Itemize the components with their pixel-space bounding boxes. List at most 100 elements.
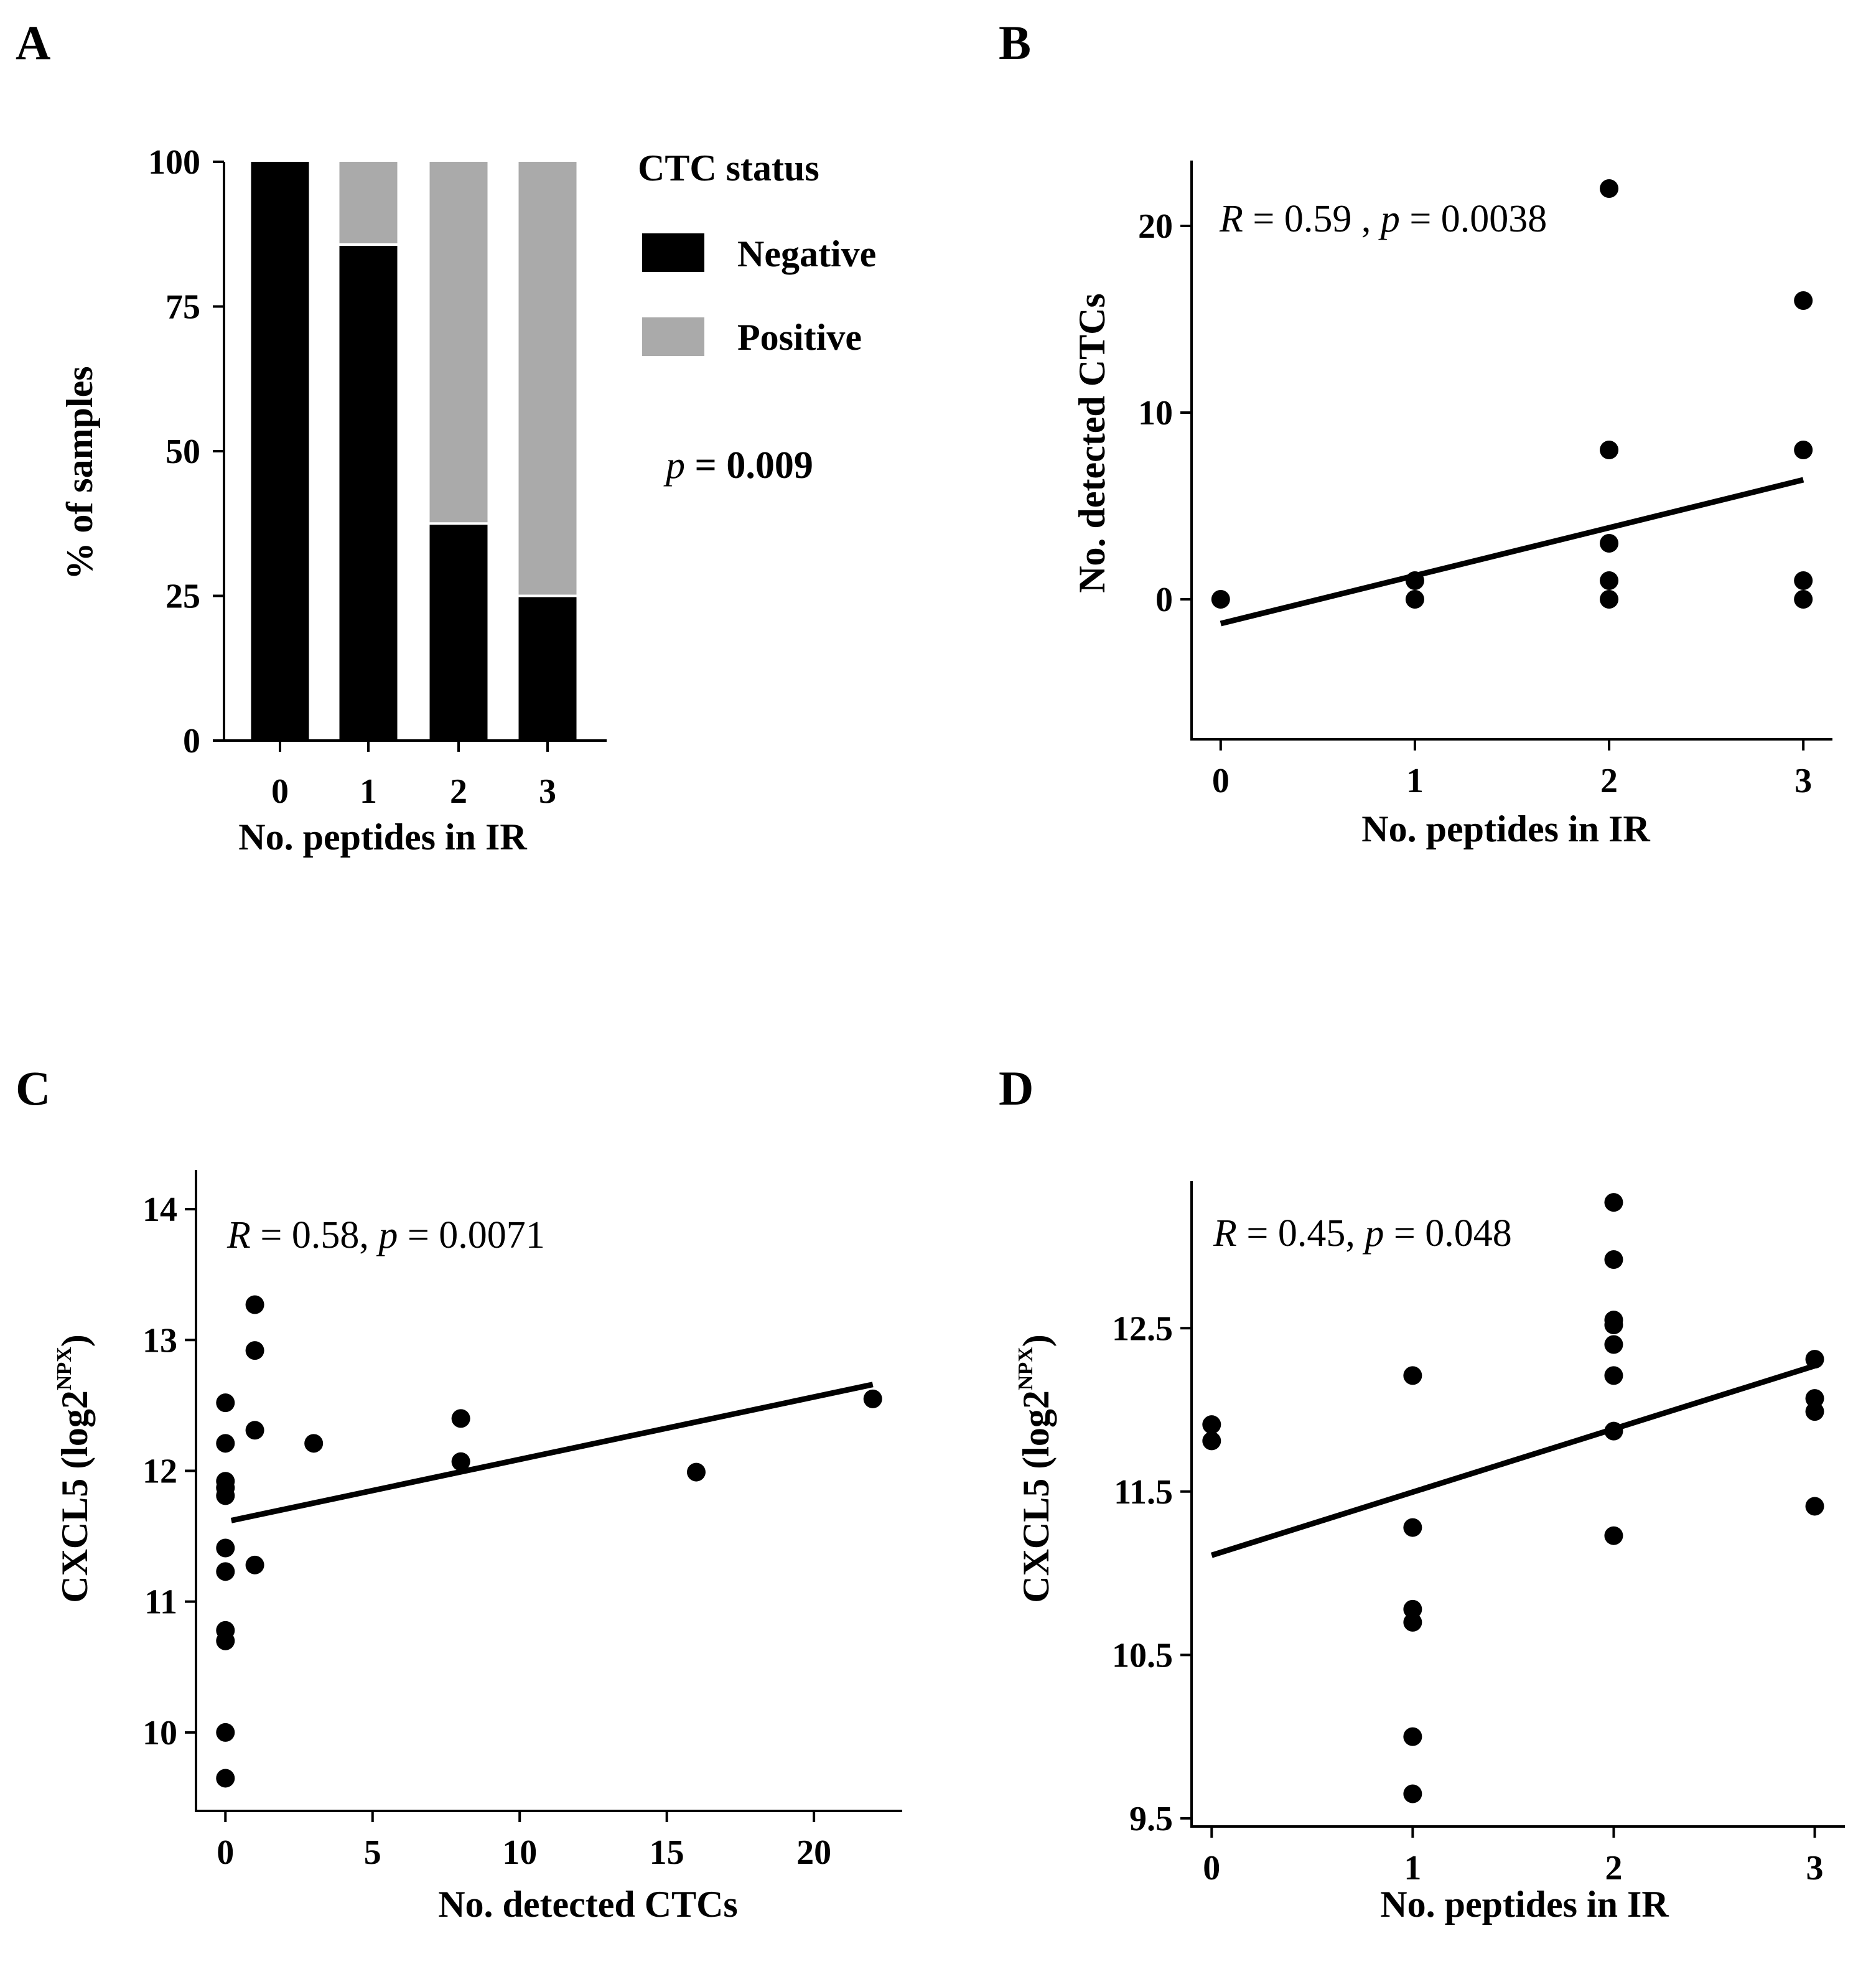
panel-d-fit-line [1210,1363,1816,1558]
panel-a-y-label: % of samples [59,366,100,579]
panel-d-ytick-label-11.5: 11.5 [1114,1473,1173,1512]
panel-c-xtick-label-0: 0 [217,1833,234,1872]
panel-d-ytick-label-12.5: 12.5 [1112,1309,1173,1348]
panel-d-ytick-label-9.5: 9.5 [1129,1800,1173,1838]
legend-label-positive: Positive [737,317,862,358]
panel-c-x-ticks: 0 5 10 15 20 [217,1811,831,1872]
panel-d-point-11 [1604,1316,1623,1335]
panel-b-p-symbol: p [1378,198,1400,240]
panel-b-point-1 [1405,590,1424,609]
panel-d-y-label: CXCL5 (log2NPX) [1014,1334,1057,1603]
panel-c-point-17 [451,1452,470,1471]
panel-d-point-9 [1604,1250,1623,1270]
panel-c-fit-line [230,1382,874,1523]
legend-swatch-negative [642,233,704,272]
panel-b-point-6 [1600,441,1619,459]
panel-c-xtick-label-15: 15 [650,1833,684,1872]
panel-b-point-9 [1794,571,1813,590]
panel-c-xtick-label-10: 10 [502,1833,537,1872]
panel-c-p-symbol: p [376,1214,398,1256]
panel-c-ytick-label-12: 12 [142,1452,177,1490]
panel-c-point-8 [216,1631,235,1650]
bar-negative-2 [429,523,488,741]
legend-swatch-positive [642,317,704,356]
panel-a-x-ticks: 0 1 2 3 [271,741,556,811]
panel-c-xtick-label-20: 20 [796,1833,831,1872]
panel-b-ytick-label-10: 10 [1138,394,1173,433]
panel-d-r-symbol: R [1213,1212,1237,1255]
panel-b-point-8 [1794,590,1813,609]
panel-b-point-5 [1600,534,1619,553]
legend-label-negative: Negative [737,233,876,274]
panel-d-point-15 [1604,1526,1623,1545]
panel-b-point-3 [1600,590,1619,609]
panel-c-point-0 [216,1393,235,1413]
panel-b-point-4 [1600,571,1619,590]
panel-c-y-ticks: 10 11 12 13 14 [142,1190,196,1752]
panel-d-stats: R = 0.45, p = 0.048 [1213,1212,1512,1255]
panel-d-point-5 [1403,1612,1422,1632]
panel-d-y-label-sup: NPX [1014,1347,1037,1390]
panel-c-point-13 [245,1421,264,1440]
bar-positive-3 [518,162,577,596]
panel-d-y-label-end: ) [1015,1334,1057,1347]
panel-b-xtick-label-1: 1 [1406,762,1424,800]
panel-d-point-4 [1403,1599,1422,1619]
panel-d-point-19 [1805,1497,1824,1516]
panel-a-y-ticks: 0 25 50 75 100 [148,143,224,760]
panel-d-point-8 [1604,1193,1623,1212]
panel-a-bar-chart: 0 25 50 75 100 0 1 2 3 No. peptides in IR % of … [59,143,876,858]
panel-d-points [1202,1193,1824,1803]
panel-c-r-value: = 0.58, [251,1214,378,1256]
panel-c-ytick-label-13: 13 [142,1321,177,1360]
panel-c-scatter: 10 11 12 13 14 0 5 10 15 20 No. detected CTCs CX… [53,1170,902,1925]
panel-c-point-4 [216,1486,235,1505]
panel-c-p-value: = 0.0071 [398,1214,544,1256]
panel-d-point-17 [1805,1389,1824,1408]
panel-c-point-18 [686,1462,706,1482]
panel-a-ytick-label-50: 50 [166,433,200,471]
panel-d-point-3 [1403,1518,1422,1537]
panel-b-x-label: No. peptides in IR [1361,808,1650,849]
panel-d-xtick-label-2: 2 [1605,1849,1622,1887]
panel-c-point-19 [863,1389,882,1408]
panel-a-ytick-label-75: 75 [166,288,200,327]
panel-b-ytick-label-20: 20 [1138,207,1173,246]
panel-b-y-label: No. detected CTCs [1071,293,1113,593]
panel-d-point-2 [1403,1366,1422,1385]
panel-c-y-label-sup: NPX [53,1347,76,1390]
panel-b-fit-line [1220,477,1804,627]
panel-a-letter: A [16,16,50,70]
panel-b-r-symbol: R [1219,198,1243,240]
panel-a-ytick-label-25: 25 [166,578,200,616]
panel-b-point-0 [1211,590,1230,609]
panel-c-xtick-label-5: 5 [364,1833,381,1872]
panel-d-point-0 [1202,1415,1221,1434]
panel-c-point-14 [245,1555,264,1574]
panel-b-point-2 [1405,571,1424,590]
panel-d-x-label: No. peptides in IR [1380,1884,1669,1925]
panel-a-x-label: No. peptides in IR [238,816,527,858]
panel-d-xtick-label-0: 0 [1203,1849,1220,1887]
panel-c-point-9 [216,1723,235,1742]
panel-d-point-6 [1403,1727,1422,1746]
panel-d-xtick-label-3: 3 [1806,1849,1824,1887]
panel-c-point-5 [216,1538,235,1558]
panel-c-stats: R = 0.58, p = 0.0071 [226,1214,545,1256]
panel-c-y-label: CXCL5 (log2NPX) [53,1334,95,1603]
panel-a-p-value: p = 0.009 [663,444,813,487]
panel-b-point-10 [1794,441,1813,459]
panel-c-r-symbol: R [226,1214,251,1256]
panel-b-y-ticks: 0 10 20 [1138,207,1192,619]
panel-a-bars [251,162,577,741]
panel-a-xtick-label-0: 0 [271,772,289,811]
panel-c-point-16 [451,1409,470,1428]
panel-b-letter: B [999,16,1031,70]
panel-b-xtick-label-3: 3 [1794,762,1812,800]
panel-c-ytick-label-10: 10 [142,1714,177,1752]
panel-b-scatter: 0 10 20 0 1 2 3 No. peptides in IR No. detect… [1071,161,1832,849]
panel-a-ytick-label-0: 0 [183,722,200,760]
panel-c-point-1 [216,1434,235,1453]
panel-b-points [1211,179,1813,609]
